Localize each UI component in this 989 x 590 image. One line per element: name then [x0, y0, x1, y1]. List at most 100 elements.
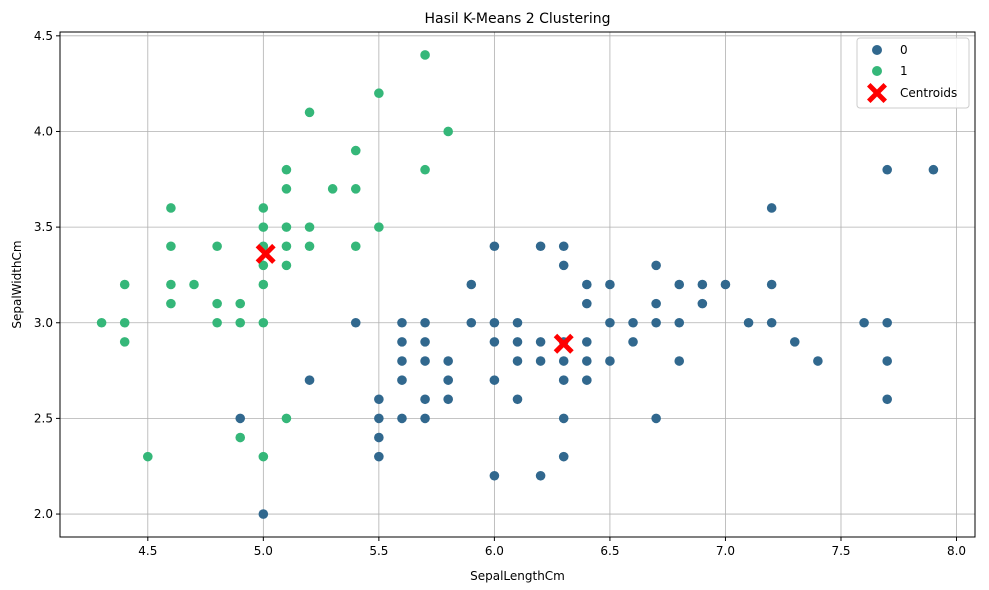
cluster-0-point	[374, 413, 384, 424]
cluster-0-point	[512, 356, 523, 366]
cluster-0-point	[350, 317, 361, 328]
data-points	[96, 50, 939, 519]
x-tick-label: 5.5	[369, 544, 388, 558]
cluster-1-point	[350, 241, 361, 252]
cluster-1-point	[281, 164, 292, 175]
cluster-0-point	[674, 317, 685, 328]
cluster-1-point	[212, 317, 222, 328]
cluster-1-point	[374, 222, 384, 232]
cluster-0-point	[766, 317, 777, 328]
cluster-0-point	[535, 241, 546, 252]
cluster-0-point	[235, 413, 246, 424]
cluster-0-point	[558, 451, 569, 462]
cluster-0-point	[697, 298, 708, 309]
cluster-1-point	[235, 298, 246, 309]
legend-label-centroids: Centroids	[900, 86, 957, 100]
cluster-0-point	[304, 375, 315, 385]
cluster-0-point	[697, 279, 708, 290]
cluster-0-point	[397, 356, 407, 366]
cluster-0-point	[397, 337, 407, 347]
cluster-0-point	[512, 337, 523, 347]
cluster-1-point	[258, 317, 269, 328]
cluster-0-point	[743, 317, 754, 328]
cluster-0-point	[374, 394, 384, 405]
cluster-0-point	[651, 317, 661, 328]
cluster-0-point	[512, 317, 523, 328]
cluster-1-point	[166, 298, 176, 309]
cluster-0-point	[928, 164, 939, 175]
cluster-1-point	[304, 222, 315, 232]
cluster-0-point	[766, 279, 777, 290]
cluster-1-point	[443, 126, 453, 137]
cluster-0-point	[628, 337, 638, 347]
cluster-0-point	[489, 375, 500, 385]
cluster-1-point	[119, 279, 130, 290]
cluster-1-point	[258, 260, 269, 271]
cluster-0-point	[535, 337, 546, 347]
cluster-0-point	[420, 337, 430, 347]
cluster-0-point	[489, 470, 500, 481]
cluster-1-point	[119, 317, 130, 328]
cluster-0-point	[420, 413, 430, 424]
cluster-0-point	[605, 279, 615, 290]
cluster-0-point	[859, 317, 869, 328]
cluster-0-point	[674, 279, 685, 290]
cluster-0-point	[789, 337, 800, 347]
cluster-1-point	[166, 241, 176, 252]
cluster-0-point	[882, 164, 892, 175]
cluster-0-point	[720, 279, 731, 290]
cluster-0-point	[397, 375, 407, 385]
cluster-0-point	[558, 241, 569, 252]
cluster-1-point	[281, 413, 292, 424]
y-tick-label: 2.5	[34, 411, 53, 425]
cluster-0-point	[582, 356, 592, 366]
cluster-0-point	[882, 394, 892, 405]
cluster-1-point	[119, 337, 130, 347]
cluster-0-point	[582, 375, 592, 385]
cluster-1-point	[304, 241, 315, 252]
cluster-1-point	[96, 317, 107, 328]
cluster-1-point	[258, 222, 269, 232]
y-tick-label: 4.5	[34, 29, 53, 43]
cluster-0-point	[582, 337, 592, 347]
cluster-1-point	[281, 222, 292, 232]
x-tick-label: 7.0	[716, 544, 735, 558]
cluster-1-point	[212, 241, 222, 252]
cluster-0-point	[558, 413, 569, 424]
y-tick-label: 4.0	[34, 124, 53, 138]
cluster-1-point	[212, 298, 222, 309]
cluster-0-point	[512, 394, 523, 405]
x-axis-label: SepalLengthCm	[470, 569, 565, 583]
cluster-0-point	[443, 356, 453, 366]
cluster-0-point	[443, 375, 453, 385]
cluster-0-point	[489, 241, 500, 252]
cluster-1-point	[327, 184, 338, 194]
cluster-1-point	[166, 203, 176, 213]
cluster-0-point	[651, 413, 661, 424]
x-tick-label: 7.5	[831, 544, 850, 558]
cluster-1-point	[189, 279, 199, 290]
cluster-1-point	[420, 164, 430, 175]
cluster-0-point	[397, 317, 407, 328]
y-tick-label: 2.0	[34, 507, 53, 521]
cluster-1-point	[258, 203, 269, 213]
legend-marker-cluster-0	[872, 45, 882, 55]
cluster-1-point	[281, 260, 292, 271]
cluster-0-point	[489, 337, 500, 347]
y-axis-ticks: 2.0 2.5 3.0 3.5 4.0 4.5	[34, 29, 60, 521]
cluster-1-point	[258, 279, 269, 290]
cluster-0-point	[535, 470, 546, 481]
cluster-1-point	[420, 50, 430, 60]
x-tick-label: 5.0	[254, 544, 273, 558]
cluster-0-point	[397, 413, 407, 424]
cluster-1-point	[281, 241, 292, 252]
cluster-0-point	[882, 317, 892, 328]
centroid-marker	[553, 333, 574, 354]
cluster-0-point	[443, 394, 453, 405]
y-axis-label: SepalWidthCm	[10, 240, 24, 328]
centroid-markers	[255, 243, 574, 354]
cluster-1-point	[350, 184, 361, 194]
cluster-0-point	[582, 298, 592, 309]
legend: 0 1 Centroids	[856, 37, 970, 109]
